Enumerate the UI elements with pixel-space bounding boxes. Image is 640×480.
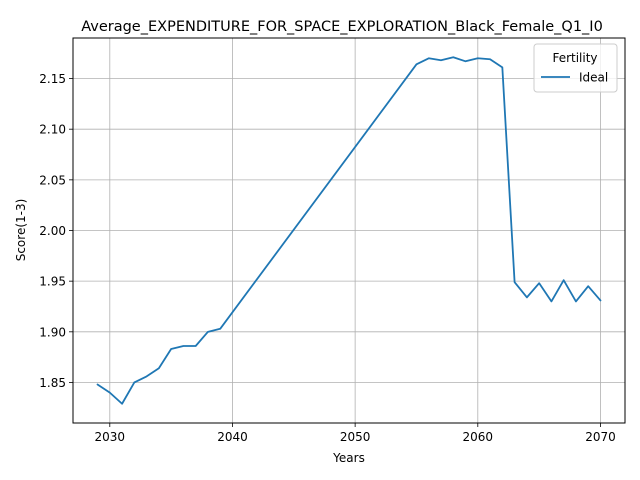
chart-title: Average_EXPENDITURE_FOR_SPACE_EXPLORATIO… xyxy=(81,19,603,35)
x-tick-label: 2040 xyxy=(217,430,248,444)
series-lines xyxy=(96,56,602,405)
y-tick-label: 1.95 xyxy=(39,275,66,289)
y-tick-label: 1.90 xyxy=(39,325,66,339)
y-axis-label: Score(1-3) xyxy=(14,199,28,262)
legend-title: Fertility xyxy=(552,51,597,65)
y-tick-label: 1.85 xyxy=(39,376,66,390)
x-axis-label: Years xyxy=(332,451,365,465)
x-tick-label: 2030 xyxy=(95,430,126,444)
legend-box xyxy=(533,43,618,93)
x-axis-ticks: 2030 2040 2050 2060 2070 xyxy=(95,423,616,444)
x-tick-label: 2050 xyxy=(340,430,371,444)
legend: Fertility Ideal xyxy=(533,43,618,93)
legend-label: Ideal xyxy=(579,71,608,85)
y-axis-ticks: 1.85 1.90 1.95 2.00 2.05 2.10 2.15 xyxy=(39,72,73,390)
y-tick-label: 2.05 xyxy=(39,173,66,187)
y-tick-label: 2.15 xyxy=(39,72,66,86)
x-tick-label: 2060 xyxy=(463,430,494,444)
series-line-0 xyxy=(96,56,602,405)
y-tick-label: 2.00 xyxy=(39,224,66,238)
x-tick-label: 2070 xyxy=(585,430,616,444)
grid-lines xyxy=(73,38,625,423)
y-tick-label: 2.10 xyxy=(39,123,66,137)
